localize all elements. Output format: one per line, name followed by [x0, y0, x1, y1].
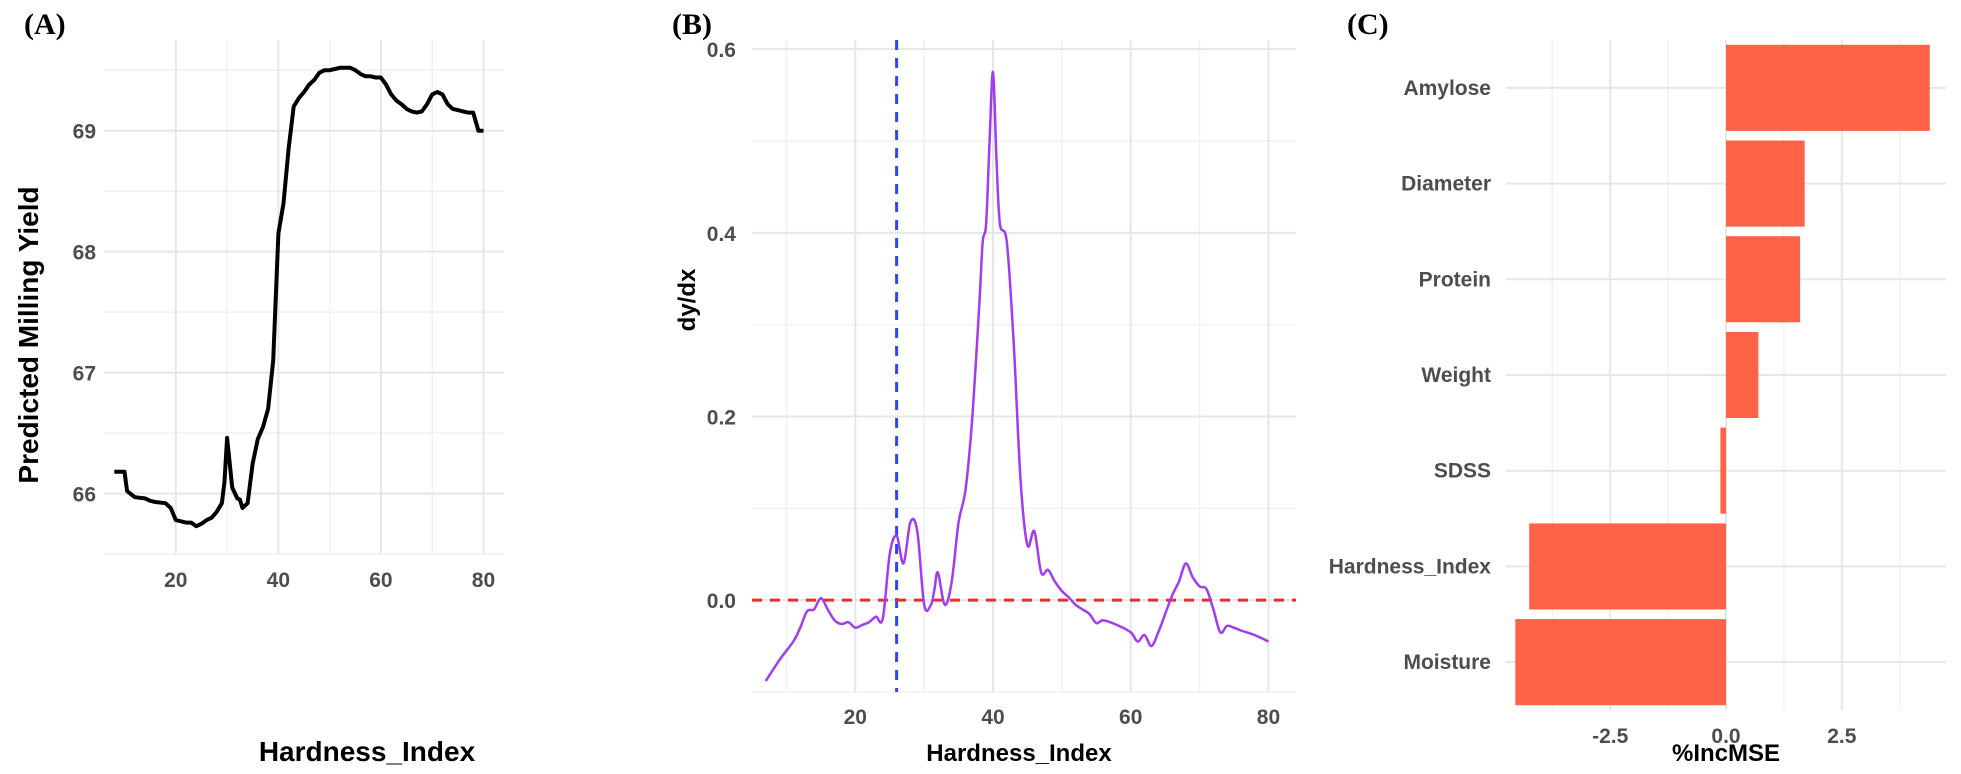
panel-c-bar-diameter — [1726, 140, 1805, 227]
panel-b-line-chart: (B) 20 40 60 80 0.0 0.2 0.4 0.6 Hardness_Index… — [672, 8, 1296, 767]
panel-b-x-tick-label: 20 — [844, 706, 867, 729]
panel-b-x-tick-label: 60 — [1119, 706, 1142, 729]
panel-a-y-tick-label: 67 — [73, 363, 96, 386]
panel-b-label: (B) — [672, 8, 712, 41]
panel-a-x-tick-label: 80 — [472, 569, 495, 592]
panel-c-category-label: Protein — [1419, 268, 1491, 291]
panel-c-x-tick-label: 2.5 — [1827, 725, 1857, 748]
panel-c-x-tick-label: 0.0 — [1711, 725, 1740, 748]
panel-a-x-tick-label: 60 — [369, 569, 392, 592]
panel-a-x-tick-labels: 20 40 60 80 — [164, 569, 495, 592]
panel-b-gridlines — [752, 40, 1296, 693]
panel-b-y-tick-labels: 0.0 0.2 0.4 0.6 — [707, 39, 737, 613]
panel-b-reference-lines — [752, 40, 1296, 692]
panel-a-y-tick-label: 66 — [73, 484, 96, 507]
panel-c-bar-weight — [1726, 331, 1759, 418]
panel-b-x-tick-label: 40 — [981, 706, 1004, 729]
panel-c-category-label: Hardness_Index — [1329, 555, 1492, 578]
panel-b-series-line — [764, 70, 1270, 682]
panel-c-x-tick-labels: -2.5 0.0 2.5 — [1592, 725, 1857, 748]
panel-a-line-chart: (A) 20 40 60 80 66 67 68 69 Hardness_Index Pre… — [13, 8, 504, 767]
panel-a-x-tick-label: 20 — [164, 569, 187, 592]
panel-c-bar-hardness-index — [1529, 523, 1726, 610]
panel-a-y-tick-labels: 66 67 68 69 — [73, 121, 97, 507]
panel-b-x-tick-labels: 20 40 60 80 — [844, 706, 1281, 729]
panel-b-x-axis-title: Hardness_Index — [926, 740, 1112, 767]
panel-b-y-tick-label: 0.2 — [707, 407, 736, 430]
panel-c-bar-chart: (C) Amylose Diameter Protein Weight SDSS Hard… — [1329, 8, 1946, 767]
panel-c-category-label: Moisture — [1403, 651, 1491, 674]
panel-a-series-line — [114, 65, 484, 529]
panel-c-bar-moisture — [1515, 619, 1726, 706]
panel-c-category-label: Diameter — [1401, 173, 1491, 196]
panel-c-x-tick-label: -2.5 — [1592, 725, 1629, 748]
panel-c-bars — [1515, 44, 1930, 706]
panel-c-bar-sdss — [1720, 427, 1726, 514]
panel-c-category-labels: Amylose Diameter Protein Weight SDSS Hardness… — [1329, 77, 1492, 674]
panel-a-label: (A) — [24, 8, 66, 41]
panel-c-x-axis-title: %IncMSE — [1672, 740, 1780, 767]
panel-c-bar-protein — [1726, 236, 1801, 323]
panel-b-y-tick-label: 0.0 — [707, 590, 736, 613]
panel-a-y-axis-title: Predicted Milling Yield — [13, 186, 44, 483]
panel-a-y-tick-label: 68 — [73, 242, 97, 265]
panel-c-category-label: Weight — [1421, 364, 1491, 387]
panel-a-gridlines — [104, 40, 504, 555]
panel-c-label: (C) — [1347, 8, 1389, 41]
panel-b-x-tick-label: 80 — [1257, 706, 1280, 729]
panel-a-y-tick-label: 69 — [73, 121, 96, 144]
panel-b-y-tick-label: 0.6 — [707, 39, 736, 62]
panel-a-x-tick-label: 40 — [267, 569, 290, 592]
panel-a-x-axis-title: Hardness_Index — [259, 736, 476, 767]
panel-b-y-axis-title: dy/dx — [674, 268, 701, 331]
panel-c-bar-amylose — [1726, 44, 1930, 131]
panel-c-category-label: SDSS — [1434, 460, 1491, 483]
panel-b-y-tick-label: 0.4 — [707, 223, 737, 246]
panel-c-category-label: Amylose — [1403, 77, 1491, 100]
